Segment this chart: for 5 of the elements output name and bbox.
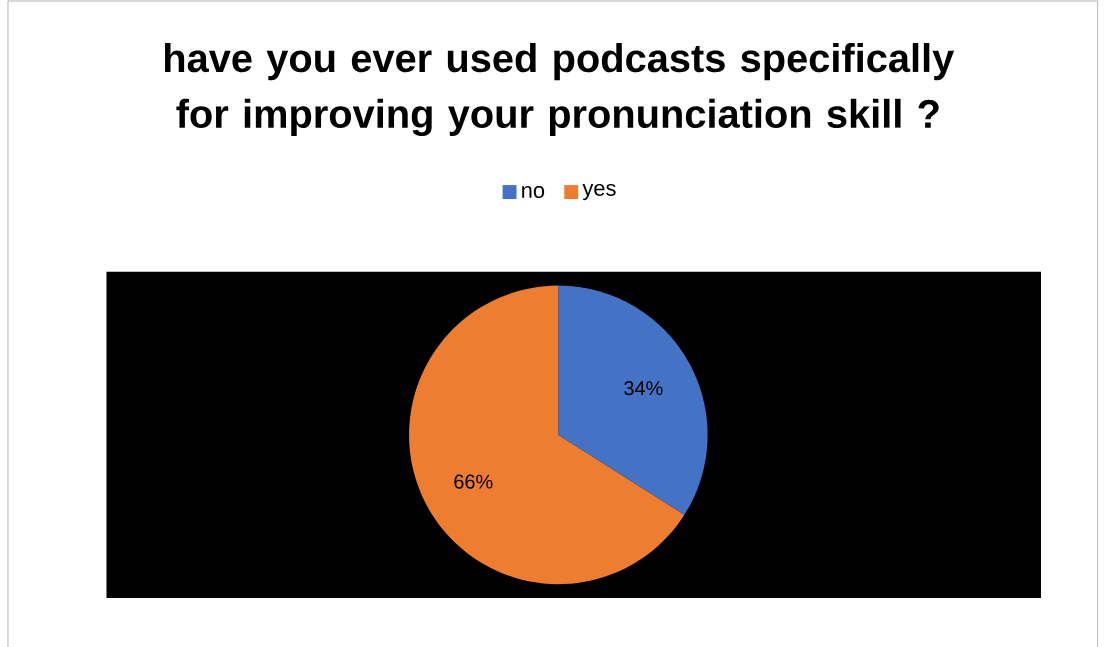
legend-label: yes [582, 183, 616, 201]
data-label: 34% [624, 380, 663, 396]
legend-label: no [522, 185, 545, 198]
data-label: 66% [454, 474, 493, 489]
chart-title: have you ever used podcasts specifically for improving your pronunciation skill ? [165, 42, 955, 136]
